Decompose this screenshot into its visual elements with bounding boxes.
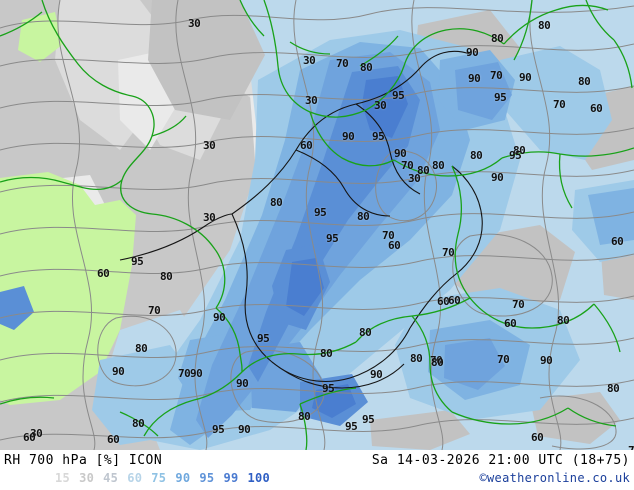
contour-label: 80	[431, 356, 444, 369]
contour-label: 60	[590, 102, 603, 115]
contour-label: 95	[257, 332, 270, 345]
contour-label: 80	[135, 342, 148, 355]
legend-stop-99[interactable]: 99	[223, 471, 239, 485]
contour-label: 80	[491, 32, 504, 45]
contour-label: 60	[437, 295, 450, 308]
contour-label: 30	[305, 94, 318, 107]
contour-label: 80	[132, 417, 145, 430]
contour-label: 80	[360, 61, 373, 74]
contour-label: 30	[203, 211, 216, 224]
legend-stop-60[interactable]: 60	[127, 471, 143, 485]
legend-stop-95[interactable]: 95	[199, 471, 215, 485]
contour-label: 80	[270, 196, 283, 209]
contour-label: 80	[557, 314, 570, 327]
contour-label: 80	[410, 352, 423, 365]
contour-label: 90	[540, 354, 553, 367]
contour-label: 80	[578, 75, 591, 88]
legend-stop-30[interactable]: 30	[79, 471, 95, 485]
contour-label: 90	[394, 147, 407, 160]
vegetation-layer	[0, 12, 136, 405]
contour-label: 80	[320, 347, 333, 360]
contour-label: 60	[611, 235, 624, 248]
legend-stop-15[interactable]: 15	[55, 471, 71, 485]
contour-label: 60	[107, 433, 120, 446]
map-title: RH 700 hPa [%] ICON	[4, 453, 163, 468]
contour-label: 70	[382, 229, 395, 242]
contour-label: 80	[160, 270, 173, 283]
contour-label: 70	[497, 353, 510, 366]
borders-layer	[0, 0, 634, 450]
copyright-notice: ©weatheronline.co.uk	[479, 471, 630, 485]
contour-label: 30	[30, 427, 43, 440]
contour-label: 95	[345, 420, 358, 433]
contour-label: 70	[178, 367, 191, 380]
contour-label: 95	[322, 382, 335, 395]
contour-label: 90	[213, 311, 226, 324]
contour-label: 80	[470, 149, 483, 162]
contour-label: 80	[432, 159, 445, 172]
weather-map[interactable]: 30 30 30 30 30 30 30 30 60 60 60 60 60 60 60 60 60 60 60 70…	[0, 0, 634, 450]
contour-label: 70	[628, 445, 634, 450]
rh-band-100	[286, 76, 408, 418]
contour-label: 70	[336, 57, 349, 70]
contour-label: 60	[300, 139, 313, 152]
contour-label: 70	[148, 304, 161, 317]
contour-label: 95	[314, 206, 327, 219]
contour-label: 30	[203, 139, 216, 152]
contour-label: 90	[236, 377, 249, 390]
contour-label: 80	[538, 19, 551, 32]
contour-label: 60	[504, 317, 517, 330]
contour-label: 80	[417, 164, 430, 177]
legend-stop-75[interactable]: 75	[151, 471, 167, 485]
contour-label: 90	[112, 365, 125, 378]
color-scale-legend[interactable]: 15 30 45 60 75 90 95 99 100	[55, 471, 279, 485]
contour-label: 95	[212, 423, 225, 436]
contour-label: 70	[442, 246, 455, 259]
contour-label: 60	[388, 239, 401, 252]
contour-label: 90	[190, 367, 203, 380]
contour-label: 30	[303, 54, 316, 67]
contour-label: 70	[401, 159, 414, 172]
contour-label: 70	[490, 69, 503, 82]
contour-label: 80	[607, 382, 620, 395]
contour-label: 90	[466, 46, 479, 59]
contour-label: 80	[359, 326, 372, 339]
contour-label: 95	[372, 130, 385, 143]
coastlines-layer	[119, 50, 483, 389]
contour-label: 80	[298, 410, 311, 423]
contour-label: 60	[23, 431, 36, 444]
map-canvas	[0, 0, 634, 450]
contour-label: 60	[531, 431, 544, 444]
valid-timestamp: Sa 14-03-2026 21:00 UTC (18+75)	[371, 453, 630, 468]
contour-label: 80	[513, 144, 526, 157]
contour-label: 30	[188, 17, 201, 30]
contour-label: 70	[553, 98, 566, 111]
contour-label: 95	[392, 89, 405, 102]
contour-label: 95	[131, 255, 144, 268]
contour-lines	[0, 0, 634, 450]
contour-label: 95	[326, 232, 339, 245]
contour-label: 95	[509, 149, 522, 162]
contour-label: 90	[519, 71, 532, 84]
legend-stop-100[interactable]: 100	[247, 471, 271, 485]
contour-label: 70	[430, 354, 443, 367]
legend-stop-90[interactable]: 90	[175, 471, 191, 485]
footer-bar: RH 700 hPa [%] ICON Sa 14-03-2026 21:00 …	[0, 450, 634, 490]
contour-label: 90	[370, 368, 383, 381]
contour-label: 90	[238, 423, 251, 436]
contour-label: 30	[374, 99, 387, 112]
contour-label: 80	[357, 210, 370, 223]
contour-label: 60	[97, 267, 110, 280]
contour-label: 90	[491, 171, 504, 184]
contour-label: 95	[494, 91, 507, 104]
contour-label: 70	[512, 298, 525, 311]
contour-label: 95	[362, 413, 375, 426]
contour-label: 90	[342, 130, 355, 143]
legend-stop-45[interactable]: 45	[103, 471, 119, 485]
contour-label: 30	[408, 172, 421, 185]
contour-label: 60	[448, 294, 461, 307]
contour-label: 90	[468, 72, 481, 85]
